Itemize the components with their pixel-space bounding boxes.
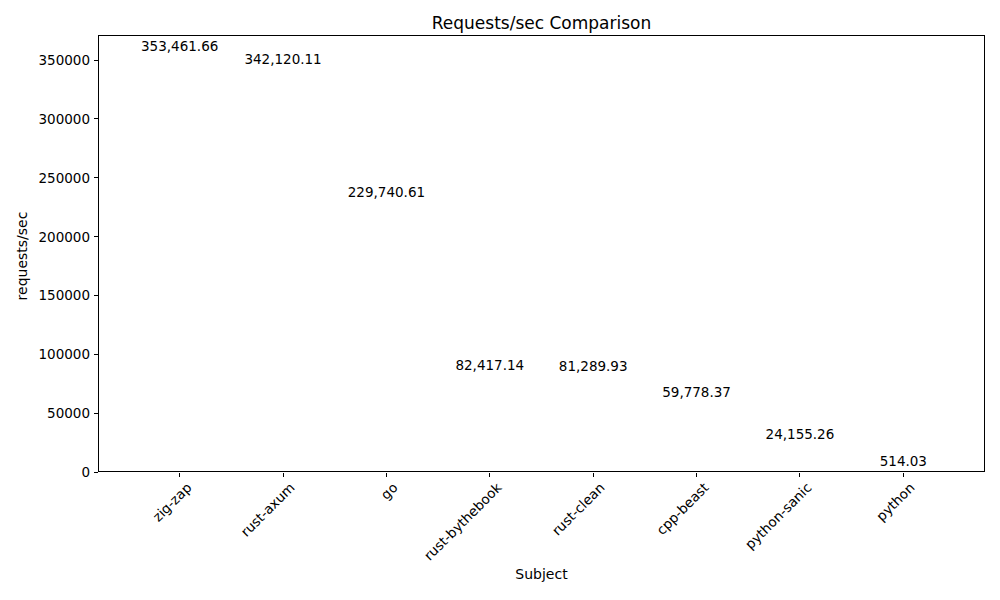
bar-value-label-rust-clean: 81,289.93 (559, 358, 628, 374)
x-tick-mark (696, 473, 697, 477)
x-tick-mark (179, 473, 180, 477)
bar-value-label-rust-bythebook: 82,417.14 (455, 357, 524, 373)
x-tick-mark (903, 473, 904, 477)
y-tick-mark (94, 472, 98, 473)
y-tick-mark (94, 236, 98, 237)
y-tick-label: 300000 (0, 112, 90, 126)
bar-value-label-rust-axum: 342,120.11 (244, 51, 321, 67)
y-tick-label: 0 (0, 465, 90, 479)
y-tick-mark (94, 413, 98, 414)
y-axis-label: requests/sec (14, 212, 30, 301)
y-tick-label: 250000 (0, 171, 90, 185)
y-tick-mark (94, 295, 98, 296)
bar-value-label-zig-zap: 353,461.66 (141, 38, 218, 54)
y-tick-label: 50000 (0, 406, 90, 420)
bar-value-label-cpp-beast: 59,778.37 (662, 384, 731, 400)
y-tick-label: 100000 (0, 347, 90, 361)
plot-area (98, 35, 985, 472)
y-tick-mark (94, 177, 98, 178)
y-tick-label: 350000 (0, 53, 90, 67)
x-tick-mark (386, 473, 387, 477)
bar-value-label-python: 514.03 (880, 453, 927, 469)
x-tick-mark (283, 473, 284, 477)
chart-title: Requests/sec Comparison (98, 13, 985, 33)
y-tick-mark (94, 60, 98, 61)
y-tick-mark (94, 354, 98, 355)
x-tick-mark (799, 473, 800, 477)
bar-value-label-python-sanic: 24,155.26 (766, 426, 835, 442)
x-tick-mark (489, 473, 490, 477)
x-tick-label-zig-zap: zig-zap (42, 480, 193, 600)
y-tick-mark (94, 118, 98, 119)
bar-value-label-go: 229,740.61 (348, 184, 425, 200)
x-axis-label: Subject (98, 566, 985, 582)
x-tick-mark (593, 473, 594, 477)
bar-chart-figure: Requests/sec Comparison 353,461.66 zig-za… (0, 0, 1000, 600)
